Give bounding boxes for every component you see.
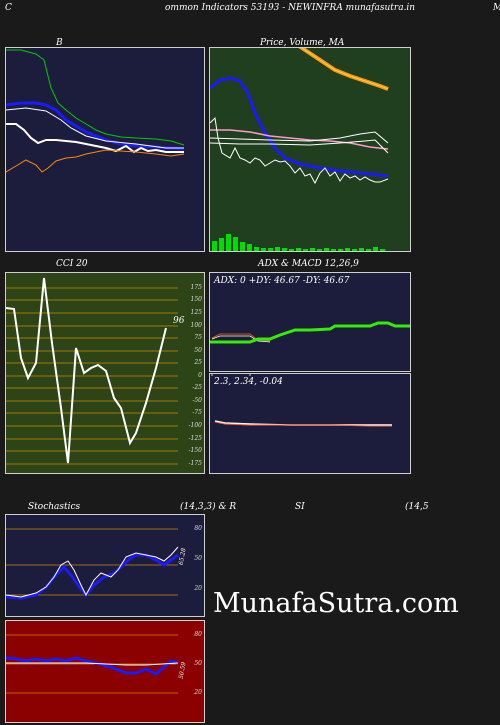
cci-value-label: 96 [173,316,185,326]
cci-gridlines [6,287,178,465]
upper-band [6,49,185,146]
rsi-line [6,656,179,676]
rsi-chart [6,634,179,694]
ma-mid-blue [210,76,389,178]
macd-panel: 2.3, 2.34, -0.04 [209,373,411,474]
rsi-gridlines [6,634,178,694]
adx-chart [210,321,410,344]
macd-signal [214,421,392,427]
cci-panel: 175 150 125 100 75 50 25 0 -25 -50 -75 -… [5,272,205,474]
ma-white-1 [210,131,389,144]
rsi-avg [6,662,179,666]
cci-tick: 175 [190,284,202,291]
rsi-tick: 20 [194,689,202,696]
price-label: Price, Volume, MA [260,38,345,48]
stoch-tick: 80 [194,525,202,532]
ma-white-2 [210,139,389,154]
cci-tick: 125 [190,309,202,316]
cci-tick: -125 [188,435,202,442]
cci-chart [6,277,178,465]
stochastics-chart [6,528,179,600]
ma-long-inner [301,48,389,90]
stoch-tick: 50 [194,555,202,562]
cci-label: CCI 20 [56,259,88,269]
cci-tick: 50 [194,347,202,354]
cci-tick: -175 [188,460,202,467]
adx-minus-dy [211,335,271,343]
rsi-panel: 80 50 20 50.59 [5,620,205,723]
adx-panel: ADX: 0 +DY: 46.67 -DY: 46.67 [209,272,411,372]
price-panel [209,47,411,252]
header-left-letter: C [5,3,12,13]
adx-label: ADX & MACD 12,26,9 [258,259,359,269]
stoch-d [6,546,179,598]
stochastics-label: Stochastics [28,502,81,512]
middle-band [6,101,185,151]
stoch-tick: 20 [194,585,202,592]
rsi-params: (14,5 [405,502,429,512]
cci-tick: -75 [192,409,202,416]
rsi-label: SI [295,502,305,512]
cci-tick: 100 [190,322,202,329]
watermark: MunafaSutra.com [213,588,459,619]
rsi-tick: 80 [194,631,202,638]
macd-chart [211,374,392,427]
adx-readout: ADX: 0 +DY: 46.67 -DY: 46.67 [214,276,350,286]
bollinger-chart [6,49,185,173]
lower-band [6,149,185,173]
macd-box [211,374,251,376]
cci-line [6,277,167,464]
cci-tick: 75 [194,334,202,341]
cci-tick: -25 [192,384,202,391]
middle-band-white [6,107,184,149]
cci-tick: 0 [198,372,202,379]
ma-short-pink [210,129,389,150]
cci-tick: -150 [188,447,202,454]
cci-tick: -50 [192,397,202,404]
ma-long [298,48,389,91]
stochastics-panel: 80 50 20 65.28 [5,514,205,617]
rsi-tick: 50 [194,660,202,667]
bollinger-label: B [56,38,63,48]
close-price [210,116,389,185]
cci-tick: -100 [188,422,202,429]
bollinger-panel [5,47,205,252]
header-right-letter: M [493,3,500,13]
price-line [6,123,184,154]
macd-readout: 2.3, 2.34, -0.04 [214,377,283,387]
price-chart [210,48,389,251]
stochastics-params: (14,3,3) & R [180,502,237,512]
page-title: ommon Indicators 53193 - NEWINFRA munafa… [165,3,416,13]
stoch-k [6,553,179,600]
adx-line [210,321,410,344]
cci-tick: 25 [194,359,202,366]
volume-bars [212,234,385,251]
cci-tick: 150 [190,296,202,303]
